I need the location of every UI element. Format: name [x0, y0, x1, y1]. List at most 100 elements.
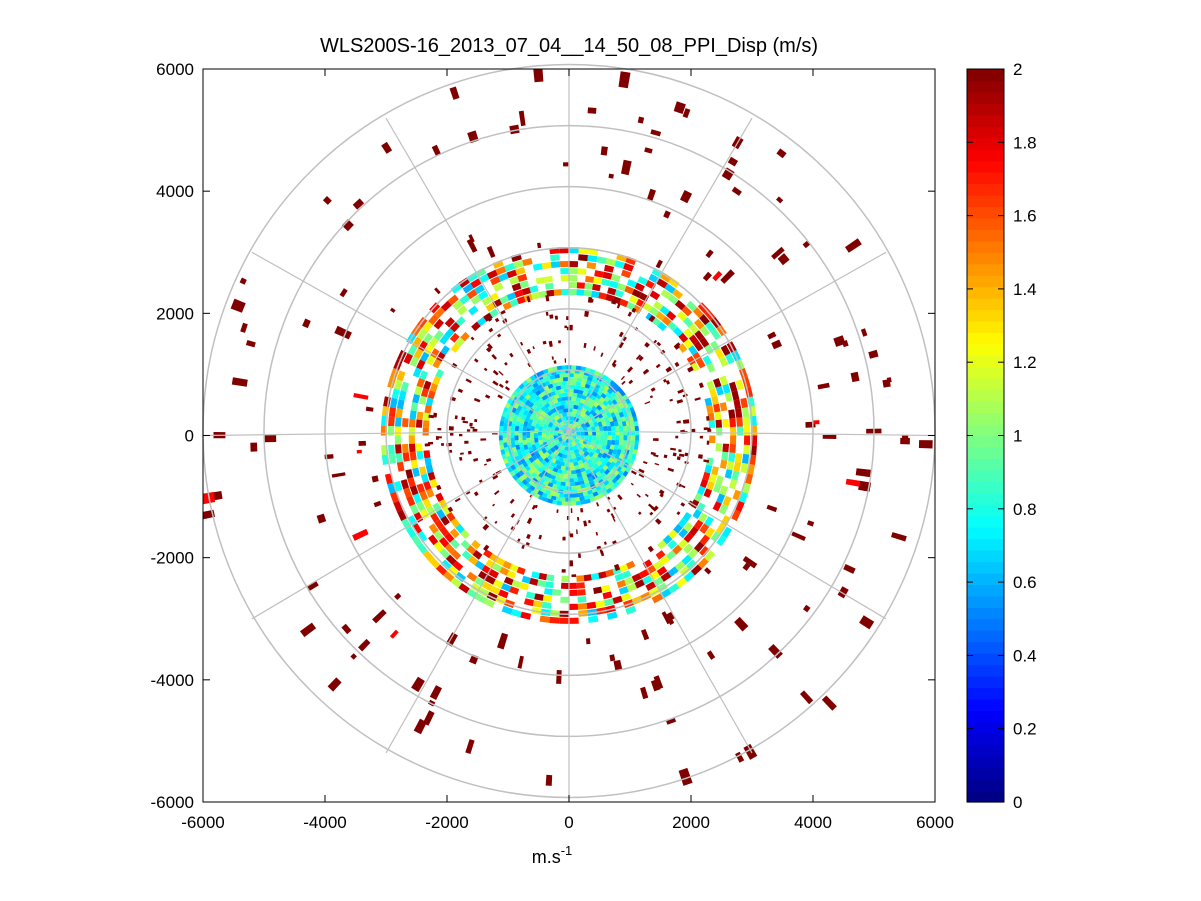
core-cell — [571, 454, 577, 459]
band-cell — [697, 557, 709, 569]
core-cell — [536, 485, 543, 492]
band-cell — [502, 560, 512, 570]
core-cell — [635, 430, 640, 436]
core-cell — [589, 421, 595, 428]
band-cell — [682, 512, 692, 522]
band-cell — [450, 577, 462, 588]
sparse-inner-cell — [480, 438, 487, 441]
sparse-outer-cell — [352, 528, 369, 541]
band-cell — [407, 344, 418, 356]
core-cell — [603, 456, 610, 463]
band-cell — [417, 328, 428, 340]
core-cell — [511, 442, 516, 448]
colorbar-tick-label: 1.4 — [1013, 280, 1037, 299]
sparse-inner-cell — [670, 447, 676, 451]
band-cell — [498, 589, 509, 599]
sparse-inner-cell — [553, 360, 557, 364]
band-cell — [661, 316, 672, 326]
band-cell — [715, 443, 723, 452]
sparse-inner-cell — [566, 316, 569, 320]
core-cell — [553, 471, 560, 478]
core-cell — [610, 461, 616, 468]
sparse-outer-cell — [250, 442, 258, 452]
sparse-inner-cell — [534, 504, 538, 509]
band-cell — [416, 542, 428, 555]
band-cell — [704, 397, 713, 407]
colorbar-bin — [967, 69, 1004, 82]
sparse-inner-cell — [600, 352, 604, 357]
sparse-outer-cell — [334, 325, 352, 340]
sparse-outer-cell — [608, 173, 614, 179]
band-cell — [699, 545, 710, 557]
band-cell — [438, 499, 448, 509]
colorbar-bin — [967, 275, 1004, 288]
core-cell — [594, 456, 601, 463]
band-cell — [742, 453, 750, 464]
band-cell — [532, 600, 543, 608]
band-cell — [433, 318, 444, 330]
band-cell — [729, 443, 736, 453]
sparse-inner-cell — [474, 418, 478, 423]
core-cell — [618, 425, 624, 431]
band-cell — [394, 435, 401, 445]
colorbar-bin — [967, 492, 1004, 505]
sparse-inner-cell — [504, 386, 510, 391]
core-cell — [557, 452, 564, 458]
sparse-inner-cell — [521, 544, 525, 550]
band-cell — [560, 596, 569, 603]
colorbar-bin — [967, 481, 1004, 494]
band-cell — [414, 385, 423, 396]
core-cell — [631, 435, 636, 441]
core-cell — [516, 449, 522, 455]
core-cell — [573, 404, 579, 410]
core-cell — [524, 448, 530, 455]
band-cell — [728, 452, 736, 462]
core-cell — [534, 406, 541, 413]
band-cell — [602, 271, 613, 280]
sparse-inner-cell — [538, 534, 542, 540]
sparse-inner-cell — [492, 380, 499, 386]
core-cell — [610, 411, 616, 418]
core-cell — [575, 381, 582, 386]
core-cell — [600, 392, 607, 399]
band-cell — [577, 268, 587, 275]
sparse-inner-cell — [498, 383, 504, 388]
core-cell — [561, 485, 567, 491]
core-cell — [572, 435, 577, 440]
band-cell — [730, 435, 737, 445]
band-cell — [420, 388, 429, 398]
band-cell — [731, 390, 740, 401]
core-cell — [510, 428, 515, 434]
band-cell — [707, 412, 715, 421]
core-cell — [534, 433, 538, 439]
band-cell — [716, 427, 723, 436]
band-cell — [704, 344, 714, 355]
band-cell — [714, 348, 725, 359]
band-cell — [412, 493, 422, 504]
band-cell — [435, 564, 448, 576]
band-cell — [683, 543, 694, 554]
sparse-inner-cell — [424, 443, 431, 447]
sparse-inner-cell — [509, 352, 514, 358]
colorbar-bin — [967, 698, 1004, 711]
band-cell — [626, 560, 636, 570]
sparse-outer-cell — [791, 531, 806, 541]
core-cell — [589, 381, 597, 388]
colorbar-tick-label: 1.2 — [1013, 353, 1037, 372]
band-cell — [706, 457, 714, 466]
sparse-inner-cell — [457, 388, 463, 393]
core-cell — [530, 435, 535, 441]
band-cell — [687, 548, 699, 559]
sparse-inner-cell — [596, 502, 600, 507]
core-cell — [537, 435, 543, 441]
band-cell — [662, 534, 673, 545]
core-cell — [525, 405, 532, 412]
band-cell — [416, 450, 424, 460]
core-cell — [558, 373, 565, 378]
core-cell — [575, 468, 582, 474]
band-cell — [455, 337, 465, 348]
sparse-inner-cell — [564, 325, 567, 329]
core-cell — [550, 495, 557, 501]
core-cell — [530, 398, 538, 405]
band-cell — [481, 296, 492, 306]
